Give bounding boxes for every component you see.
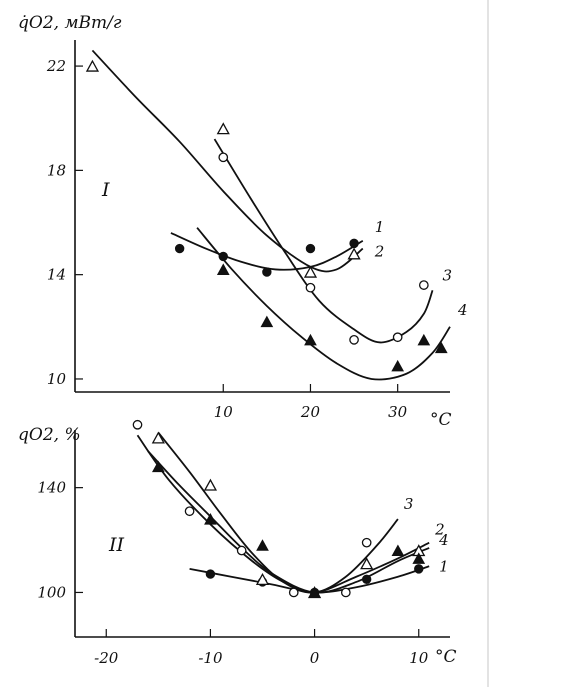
p2-series-2-point: [360, 557, 374, 570]
p1-series-4-curve: [196, 227, 451, 381]
p2-series-4-curve: [147, 450, 430, 594]
p2-series-4-point: [308, 586, 321, 598]
p2-series-3-curve: [136, 434, 399, 594]
p1-series-3-point: [349, 334, 359, 345]
p2-series-4-point: [204, 513, 217, 525]
p2-y-tick-label: 140: [37, 479, 66, 497]
p1-series-3-point: [305, 282, 316, 293]
panel-1-y-axis-label: q̇O2, мВт/г: [18, 13, 122, 33]
p2-series-1-point: [414, 564, 424, 574]
p1-series-2-label: 2: [374, 243, 385, 261]
panel-1-curves: [91, 49, 451, 381]
p1-series-1-curve: [170, 232, 364, 271]
panel-1: 10 20 30 10 14 18 22 1 2 34 q̇O2, мВт/г °C I: [18, 13, 468, 430]
p1-series-3-curve: [213, 138, 434, 344]
p2-series-4-label: 4: [438, 531, 449, 549]
p1-x-tick-label: 20: [300, 403, 321, 421]
p1-y-tick-label: 22: [46, 57, 66, 75]
p2-series-2-point: [203, 478, 218, 491]
panel-2-label: II: [108, 534, 125, 556]
p2-series-2-label: 2: [434, 521, 445, 539]
p1-series-3-point: [392, 332, 403, 343]
p1-series-1-label: 1: [375, 218, 385, 236]
p2-y-tick-label: 100: [37, 583, 66, 601]
p2-series-3-point: [132, 419, 143, 430]
p2-series-3-point: [340, 587, 351, 598]
p1-series-4-point: [417, 333, 431, 346]
p1-series-1-point: [174, 243, 185, 254]
p2-series-4-point: [412, 552, 426, 564]
panel-2-markers: [132, 419, 426, 599]
panel-1-label: I: [101, 179, 110, 201]
p1-series-4-label: 4: [457, 301, 468, 319]
p2-series-3-point: [184, 506, 195, 517]
p1-series-4-point: [216, 263, 230, 275]
p2-series-3-point: [236, 545, 247, 556]
p1-series-2-point: [303, 265, 318, 278]
p1-y-tick-label: 18: [47, 161, 66, 179]
p2-series-1-point: [205, 569, 216, 579]
panel-2-curves: [136, 432, 430, 594]
panel-2-y-axis-label: qO2, %: [18, 425, 81, 445]
p2-series-4-point: [391, 544, 405, 557]
p1-series-3-label: 3: [443, 266, 453, 284]
p2-x-tick-label: 10: [409, 649, 429, 667]
p2-series-3-point: [288, 587, 299, 598]
p2-series-1-point: [361, 574, 372, 585]
p2-series-2-point: [255, 573, 270, 585]
p1-series-1-point: [218, 251, 228, 262]
p2-series-3-point: [361, 537, 372, 548]
p2-series-2-point: [151, 431, 165, 444]
p2-series-4-point: [151, 460, 165, 473]
p2-series-4-point: [256, 539, 269, 551]
p2-x-tick-label: -10: [198, 649, 223, 667]
p1-series-2-point: [216, 122, 230, 135]
p1-series-2-point: [347, 247, 361, 260]
p1-series-4-point: [391, 359, 405, 372]
p1-series-1-point: [305, 243, 316, 254]
panel-1-x-axis-label: °C: [430, 410, 452, 430]
p1-series-1-point: [262, 267, 272, 277]
p2-x-tick-label: -20: [94, 649, 119, 667]
p1-series-3-point: [418, 280, 429, 290]
p1-series-4-point: [260, 315, 274, 328]
panel-2-ticks: -20 -10 0 10 100 140: [37, 479, 428, 667]
p1-series-3-point: [218, 152, 229, 163]
p1-y-tick-label: 14: [47, 266, 66, 284]
panel-1-markers: [85, 59, 448, 372]
panel-2-x-axis-label: °C: [435, 647, 457, 667]
panel-1-ticks: 10 20 30 10 14 18 22: [46, 57, 408, 421]
p1-x-tick-label: 10: [214, 403, 234, 421]
p1-series-1-point: [349, 238, 359, 249]
p1-series-4-point: [304, 333, 317, 346]
p1-x-tick-label: 30: [388, 403, 408, 421]
panel-2-labels: 1 2 3 4: [404, 495, 449, 575]
panel-2: -20 -10 0 10 100 140 1 2 3 4 qO2, % °C II: [18, 419, 457, 667]
p1-series-2-point: [85, 59, 100, 72]
p2-series-3-label: 3: [404, 495, 414, 513]
panel-1-labels: 1 2 34: [374, 218, 468, 319]
p2-series-1-label: 1: [439, 557, 449, 575]
p1-series-2-curve: [91, 49, 364, 273]
p1-y-tick-label: 10: [47, 370, 67, 388]
p2-series-1-curve: [189, 565, 430, 594]
p1-series-4-point: [434, 341, 448, 354]
p2-x-tick-label: 0: [310, 649, 320, 667]
